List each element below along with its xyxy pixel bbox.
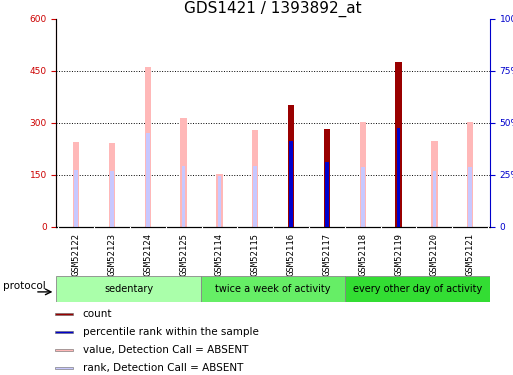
Bar: [396, 62, 402, 227]
Bar: [289, 141, 293, 227]
Bar: [73, 142, 80, 227]
Bar: [181, 118, 187, 227]
Text: value, Detection Call = ABSENT: value, Detection Call = ABSENT: [83, 345, 248, 355]
Bar: [253, 166, 257, 227]
Bar: [55, 331, 73, 333]
Text: GSM52120: GSM52120: [430, 233, 439, 276]
Text: GSM52116: GSM52116: [287, 233, 295, 276]
Bar: [145, 68, 151, 227]
Title: GDS1421 / 1393892_at: GDS1421 / 1393892_at: [184, 1, 362, 17]
Bar: [218, 176, 221, 227]
Text: every other day of activity: every other day of activity: [353, 284, 482, 294]
Text: GSM52122: GSM52122: [72, 233, 81, 276]
Bar: [432, 171, 436, 227]
Text: GSM52117: GSM52117: [322, 233, 331, 276]
Text: count: count: [83, 309, 112, 319]
Text: GSM52125: GSM52125: [179, 233, 188, 276]
Text: percentile rank within the sample: percentile rank within the sample: [83, 327, 259, 337]
Bar: [109, 142, 115, 227]
Bar: [201, 276, 345, 302]
Text: GSM52124: GSM52124: [143, 233, 152, 276]
Bar: [182, 166, 185, 227]
Bar: [74, 170, 78, 227]
Text: GSM52114: GSM52114: [215, 233, 224, 276]
Text: sedentary: sedentary: [104, 284, 153, 294]
Bar: [324, 129, 330, 227]
Text: twice a week of activity: twice a week of activity: [215, 284, 331, 294]
Bar: [110, 171, 114, 227]
Bar: [361, 167, 365, 227]
Bar: [55, 313, 73, 315]
Bar: [325, 162, 329, 227]
Bar: [252, 130, 259, 227]
Text: GSM52123: GSM52123: [107, 233, 116, 276]
Bar: [55, 367, 73, 369]
Text: rank, Detection Call = ABSENT: rank, Detection Call = ABSENT: [83, 363, 243, 373]
Bar: [431, 141, 438, 227]
Bar: [468, 167, 472, 227]
Bar: [360, 122, 366, 227]
Bar: [345, 276, 490, 302]
Bar: [216, 174, 223, 227]
Text: GSM52118: GSM52118: [358, 233, 367, 276]
Bar: [146, 133, 150, 227]
Bar: [55, 349, 73, 351]
Text: GSM52115: GSM52115: [251, 233, 260, 276]
Bar: [397, 128, 400, 227]
Bar: [467, 122, 473, 227]
Text: protocol: protocol: [3, 281, 46, 291]
Bar: [288, 105, 294, 227]
Text: GSM52119: GSM52119: [394, 233, 403, 276]
Bar: [56, 276, 201, 302]
Text: GSM52121: GSM52121: [466, 233, 475, 276]
